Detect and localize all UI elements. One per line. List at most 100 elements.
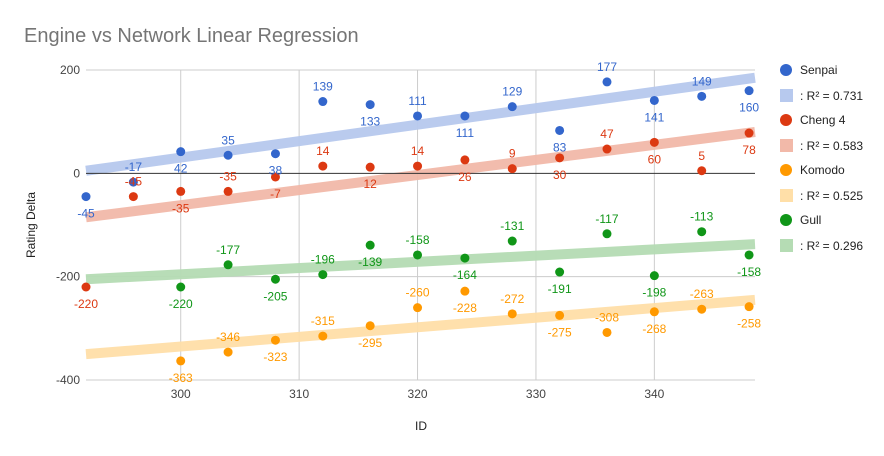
y-tick-label: -200 [56,270,80,284]
data-point [602,144,612,154]
x-tick-label: 300 [171,387,191,401]
data-point [649,271,659,281]
y-tick-label: 0 [73,166,80,180]
data-point [223,150,233,160]
data-point [318,97,328,107]
data-point [81,282,91,292]
data-point [128,192,138,202]
data-label: -308 [595,310,619,324]
data-point [318,161,328,171]
legend-trend-swatch [780,239,793,252]
data-label: -177 [216,243,240,257]
data-label: -220 [74,297,98,311]
data-label: 129 [502,85,522,99]
data-label: 111 [456,126,475,140]
legend-trend-swatch [780,189,793,202]
data-point [318,331,328,341]
x-tick-label: 330 [526,387,546,401]
data-point [223,260,233,270]
data-label: -45 [77,207,95,221]
data-point [413,161,423,171]
y-tick-label: -400 [56,373,80,387]
data-label: -158 [406,233,430,247]
data-label: -346 [216,330,240,344]
trend-line [85,127,756,223]
data-point [318,270,328,280]
data-point [697,166,707,176]
legend-marker [780,64,792,76]
data-label: -45 [125,175,143,189]
data-point [649,95,659,105]
data-point [460,111,470,121]
data-label: 38 [269,164,283,178]
data-point [460,155,470,165]
data-point [270,274,280,284]
data-point [270,149,280,159]
y-axis-label: Rating Delta [24,192,38,258]
data-point [507,309,517,319]
data-point [460,253,470,263]
data-point [744,250,754,260]
data-label: -198 [642,286,666,300]
data-point [649,137,659,147]
data-point [649,307,659,317]
legend-marker [780,164,792,176]
trend-line [85,72,756,176]
legend-trend-label: : R² = 0.583 [800,139,863,153]
data-label: 60 [648,152,662,166]
data-point [507,102,517,112]
x-axis-label: ID [415,419,427,433]
data-label: 35 [221,133,235,147]
data-label: 30 [553,168,567,182]
x-tick-label: 310 [289,387,309,401]
data-label: 42 [174,162,188,176]
data-point [365,240,375,250]
data-point [81,192,91,202]
data-label: -205 [263,289,287,303]
data-label: 26 [458,170,472,184]
x-axis-ticks: 300 310 320 330 340 [171,387,665,401]
data-point [176,147,186,157]
chart-title: Engine vs Network Linear Regression [24,25,359,47]
data-label: -260 [406,286,430,300]
data-point [460,286,470,296]
data-label: -191 [548,282,572,296]
data-label: 111 [408,94,427,108]
x-tick-label: 340 [644,387,664,401]
data-point [223,186,233,196]
data-point [365,162,375,172]
data-label: -315 [311,314,335,328]
legend: Senpai: R² = 0.731 Cheng 4: R² = 0.583 Kom… [780,63,863,253]
trend-lines [85,72,756,360]
data-point [555,267,565,277]
data-label: -113 [690,210,713,224]
data-point [365,321,375,331]
data-points [81,77,754,366]
legend-series-name: Komodo [800,163,845,177]
data-point [176,282,186,292]
data-label: -272 [500,292,524,306]
data-point [555,310,565,320]
data-label: -196 [311,253,335,267]
y-tick-label: 200 [60,63,80,77]
data-point [744,86,754,96]
data-point [602,229,612,239]
data-label: 177 [597,60,617,74]
legend-trend-swatch [780,139,793,152]
data-point [744,128,754,138]
data-point [697,227,707,237]
data-point [602,77,612,87]
data-point [176,186,186,196]
data-label: 141 [644,110,664,124]
trend-line [85,239,756,285]
data-label: -263 [690,287,714,301]
data-label: -7 [270,187,281,201]
data-point [413,303,423,313]
data-point [697,91,707,101]
data-point [507,164,517,174]
legend-marker [780,114,792,126]
data-point [555,125,565,135]
legend-marker [780,214,792,226]
data-point [555,153,565,163]
data-point [602,327,612,337]
